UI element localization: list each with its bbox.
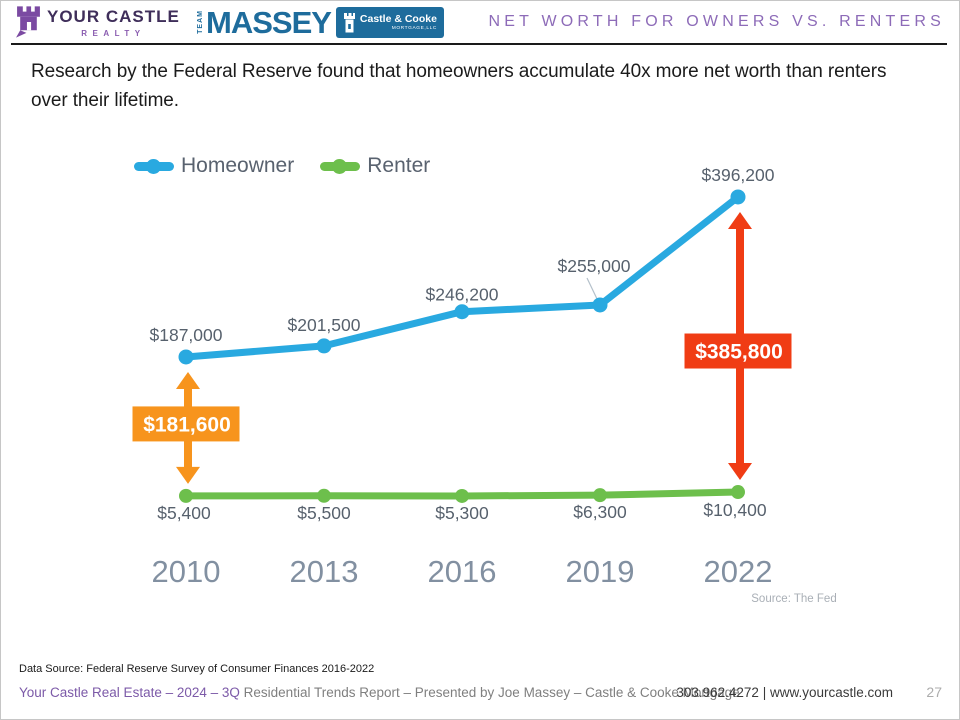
team-massey-logo: TEAM MASSEY Castle & Cooke MORTGAGE,LLC	[197, 3, 444, 41]
data-label-homeowner-2016: $246,200	[426, 285, 499, 305]
x-axis-label-2013: 2013	[290, 554, 359, 589]
data-source-note: Data Source: Federal Reserve Survey of C…	[19, 663, 375, 675]
data-point-homeowner-2013	[316, 338, 332, 354]
page-title: NET WORTH FOR OWNERS VS. RENTERS	[488, 13, 945, 30]
legend-label-renter: Renter	[367, 154, 431, 177]
data-point-renter-2016	[455, 488, 469, 503]
x-axis-label-2010: 2010	[152, 554, 221, 589]
massey-name: MASSEY	[206, 4, 332, 40]
gap-value-label-2010: $181,600	[143, 413, 231, 436]
data-label-renter-2022: $10,400	[703, 500, 767, 520]
data-label-renter-2010: $5,400	[157, 503, 211, 523]
data-point-homeowner-2010	[178, 349, 194, 365]
data-point-renter-2010	[179, 488, 193, 503]
homeowner-line-marker-icon	[134, 158, 174, 174]
gap-value-box-2010	[132, 406, 240, 442]
data-point-renter-2019	[593, 488, 607, 503]
page-number: 27	[926, 684, 942, 700]
data-point-homeowner-2022	[730, 189, 746, 205]
data-point-renter-2022	[731, 485, 745, 500]
data-point-renter-2013	[317, 488, 331, 503]
footer-credit-brand: Your Castle Real Estate – 2024 – 3Q	[19, 685, 240, 700]
gap-value-label-2022: $385,800	[695, 341, 783, 364]
castle-icon	[16, 6, 40, 38]
data-label-renter-2013: $5,500	[297, 503, 351, 523]
castle-cooke-name: Castle & Cooke	[359, 13, 437, 25]
data-label-renter-2019: $6,300	[573, 502, 627, 522]
footer-contact: 303.962.4272 | www.yourcastle.com	[676, 685, 893, 700]
gap-arrow-head-up-2022	[728, 211, 752, 229]
intro-line-1: Research by the Federal Reserve found th…	[31, 61, 887, 82]
chart-source-note: Source: The Fed	[751, 593, 836, 605]
x-axis-label-2022: 2022	[704, 554, 773, 589]
legend-item-renter: Renter	[320, 154, 430, 178]
x-axis-label-2019: 2019	[566, 554, 635, 589]
data-point-homeowner-2016	[454, 304, 470, 320]
chart-line-homeowner	[182, 193, 742, 361]
chart-legend: Homeowner Renter	[134, 154, 430, 178]
castle-cooke-badge: Castle & Cooke MORTGAGE,LLC	[335, 6, 444, 38]
renter-line-marker-icon	[320, 158, 361, 174]
gap-arrow-head-down-2022	[728, 463, 752, 481]
label-leader-line	[586, 277, 599, 302]
legend-label-homeowner: Homeowner	[181, 154, 295, 177]
data-label-homeowner-2013: $201,500	[288, 315, 361, 335]
your-castle-name: YOUR CASTLE	[47, 6, 180, 26]
x-axis-label-2016: 2016	[428, 554, 497, 589]
gap-arrow-head-up-2010	[176, 371, 200, 389]
footer-credit: Your Castle Real Estate – 2024 – 3Q Resi…	[19, 685, 740, 700]
data-label-homeowner-2022: $396,200	[702, 165, 775, 185]
intro-line-2: over their lifetime.	[31, 90, 179, 111]
your-castle-logo: YOUR CASTLE REALTY	[15, 5, 180, 39]
gap-arrow-head-down-2010	[176, 466, 200, 484]
data-point-homeowner-2019	[592, 297, 608, 313]
gap-value-box-2022	[684, 333, 792, 369]
data-label-homeowner-2019: $255,000	[558, 256, 631, 276]
data-label-renter-2016: $5,300	[435, 503, 489, 523]
castle-cooke-icon	[343, 12, 355, 32]
header-divider	[11, 43, 947, 45]
castle-cooke-mortgage-label: MORTGAGE,LLC	[391, 26, 437, 31]
intro-text: Research by the Federal Reserve found th…	[31, 57, 941, 115]
legend-item-homeowner: Homeowner	[134, 154, 294, 178]
data-label-homeowner-2010: $187,000	[150, 325, 223, 345]
footer-credit-report: Residential Trends Report – Presented by…	[239, 685, 740, 700]
your-castle-realty-label: REALTY	[81, 28, 146, 38]
